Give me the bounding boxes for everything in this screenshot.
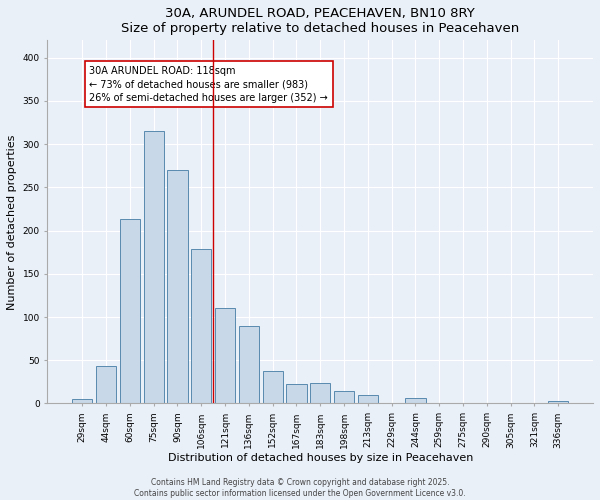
- Title: 30A, ARUNDEL ROAD, PEACEHAVEN, BN10 8RY
Size of property relative to detached ho: 30A, ARUNDEL ROAD, PEACEHAVEN, BN10 8RY …: [121, 7, 520, 35]
- Bar: [405, 398, 425, 404]
- Bar: [143, 131, 164, 404]
- Bar: [167, 170, 188, 404]
- Bar: [358, 395, 378, 404]
- Bar: [263, 370, 283, 404]
- Bar: [429, 402, 449, 404]
- X-axis label: Distribution of detached houses by size in Peacehaven: Distribution of detached houses by size …: [167, 453, 473, 463]
- Text: Contains HM Land Registry data © Crown copyright and database right 2025.
Contai: Contains HM Land Registry data © Crown c…: [134, 478, 466, 498]
- Bar: [72, 399, 92, 404]
- Y-axis label: Number of detached properties: Number of detached properties: [7, 134, 17, 310]
- Bar: [334, 392, 354, 404]
- Bar: [96, 366, 116, 404]
- Bar: [215, 308, 235, 404]
- Text: 30A ARUNDEL ROAD: 118sqm
← 73% of detached houses are smaller (983)
26% of semi-: 30A ARUNDEL ROAD: 118sqm ← 73% of detach…: [89, 66, 328, 102]
- Bar: [239, 326, 259, 404]
- Bar: [120, 220, 140, 404]
- Bar: [191, 248, 211, 404]
- Bar: [286, 384, 307, 404]
- Bar: [548, 401, 568, 404]
- Bar: [310, 382, 331, 404]
